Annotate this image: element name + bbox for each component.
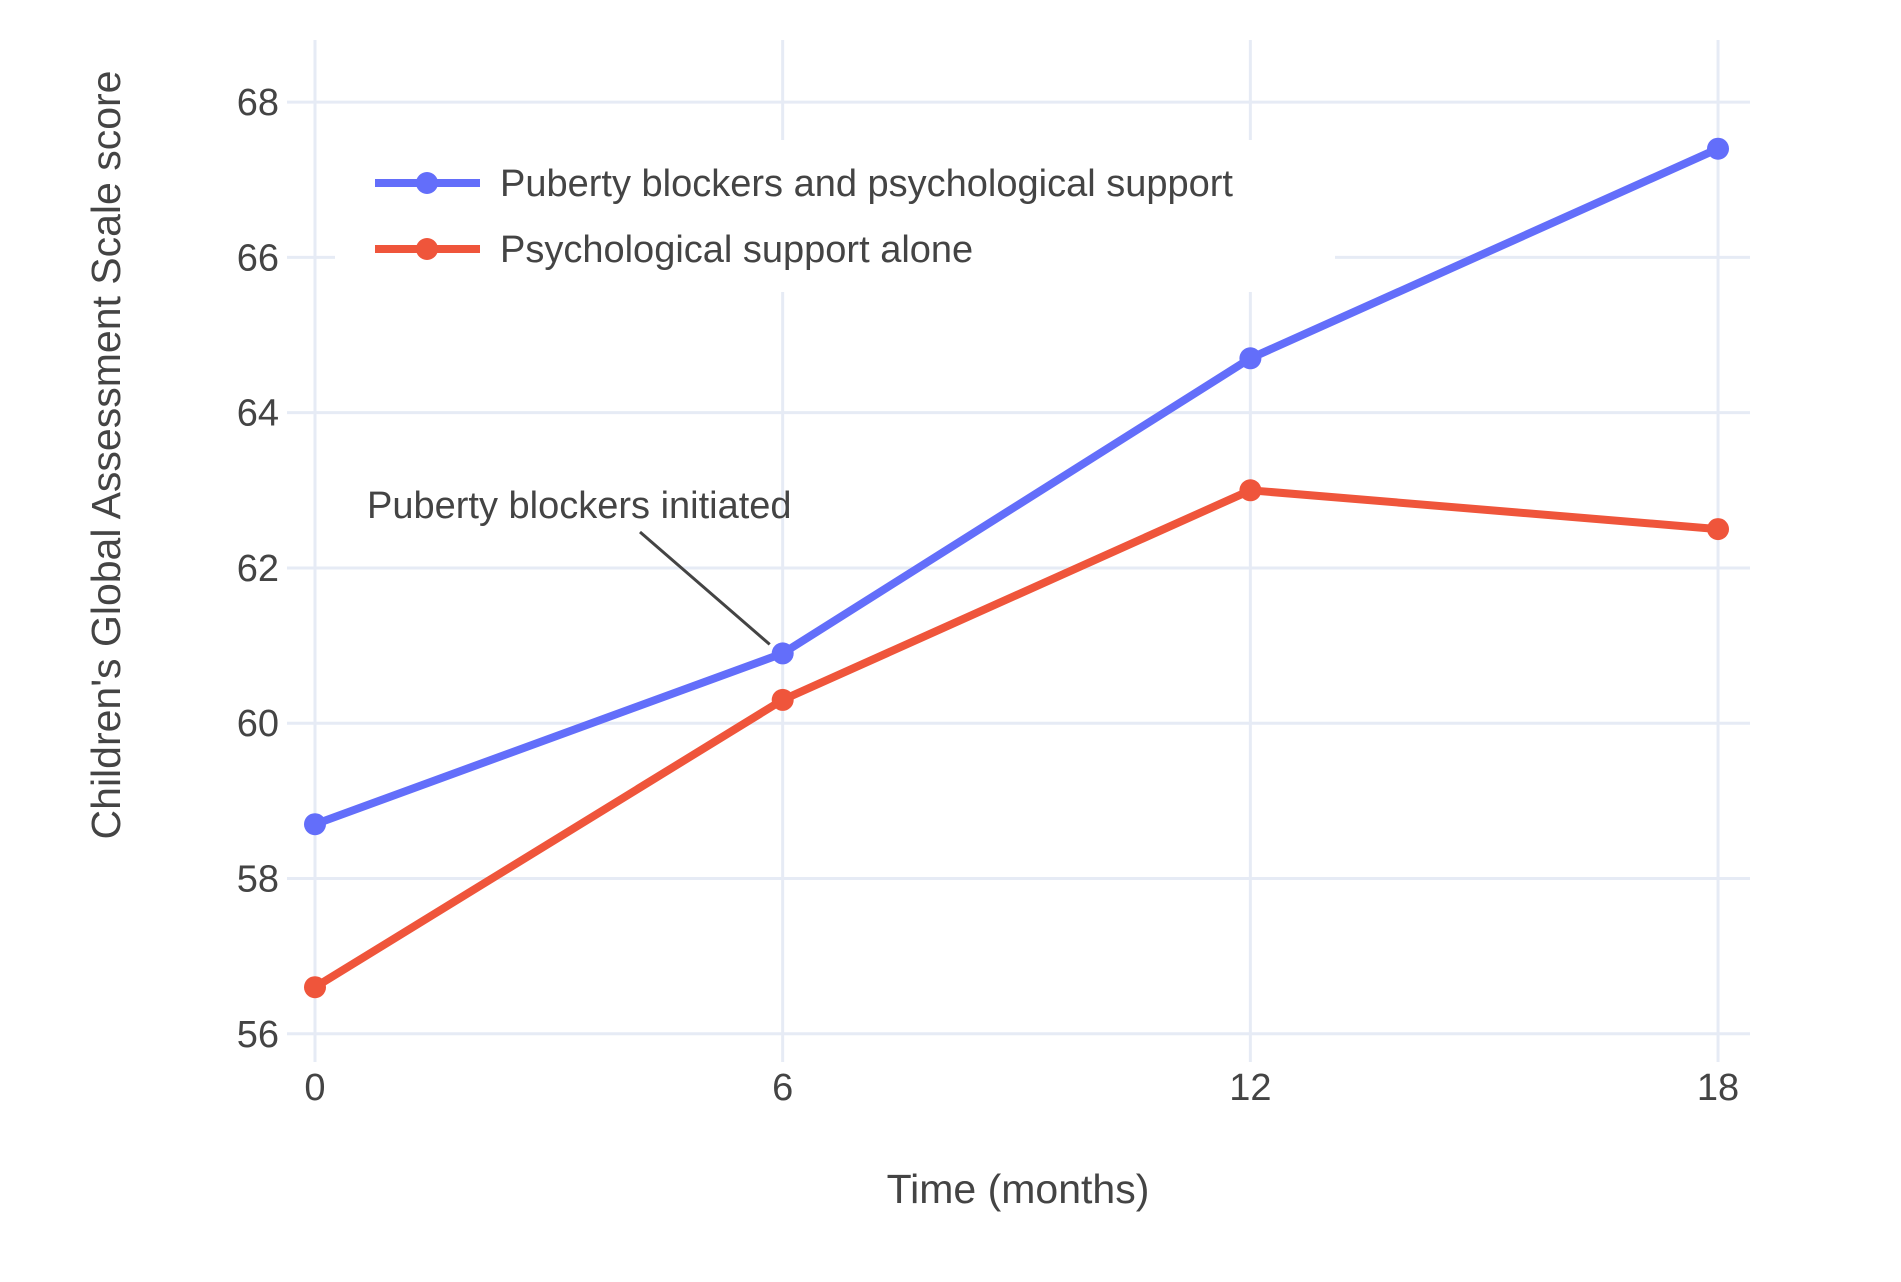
x-tick-label: 0: [304, 1067, 325, 1109]
legend-item: Puberty blockers and psychological suppo…: [375, 163, 1233, 205]
x-axis-title: Time (months): [887, 1166, 1150, 1212]
y-tick-label: 64: [237, 393, 279, 435]
tick-label-layer: 56 58 60 62 64 66 68 0 6 12 18: [237, 82, 1739, 1109]
series-line-0: [311, 144, 1722, 829]
annotation: Puberty blockers initiated: [367, 485, 792, 646]
data-point-marker: [304, 976, 326, 999]
legend-sample-marker: [416, 238, 438, 260]
legend: Puberty blockers and psychological suppo…: [335, 140, 1335, 292]
y-axis-title: Children's Global Assessment Scale score: [83, 71, 129, 840]
legend-background: [335, 140, 1335, 292]
y-tick-label: 56: [237, 1014, 279, 1056]
data-point-marker: [1239, 479, 1262, 502]
data-point-marker: [1707, 518, 1729, 541]
y-tick-label: 68: [237, 82, 279, 124]
data-point-marker: [771, 642, 794, 665]
annotation-arrow-line: [639, 530, 771, 646]
x-tick-label: 6: [772, 1067, 793, 1109]
data-point-marker: [1707, 137, 1729, 160]
x-tick-label: 18: [1697, 1067, 1739, 1109]
legend-sample-marker: [416, 172, 438, 194]
legend-item-label: Psychological support alone: [500, 229, 973, 271]
y-tick-label: 62: [237, 548, 279, 590]
y-tick-label: 58: [237, 859, 279, 901]
y-tick-label: 66: [237, 237, 279, 279]
legend-item-label: Puberty blockers and psychological suppo…: [500, 163, 1233, 205]
data-point-marker: [304, 813, 326, 836]
annotation-text: Puberty blockers initiated: [367, 485, 792, 527]
tick-layer: [313, 1040, 1720, 1062]
series-line-1: [311, 486, 1722, 992]
data-point-marker: [1239, 347, 1262, 370]
data-point-marker: [771, 688, 794, 711]
series-layer: [304, 137, 1729, 999]
x-tick-label: 12: [1229, 1067, 1271, 1109]
legend-item: Psychological support alone: [375, 229, 973, 271]
y-tick-label: 60: [237, 703, 279, 745]
